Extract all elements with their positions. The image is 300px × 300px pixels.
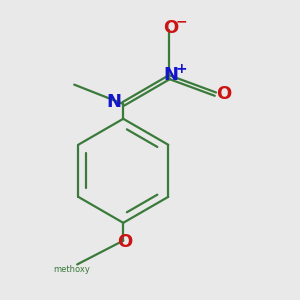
Text: N: N [163,66,178,84]
Text: +: + [176,62,188,76]
Text: O: O [163,20,178,38]
Text: O: O [216,85,231,103]
Text: −: − [176,14,187,28]
Text: N: N [106,93,121,111]
Text: methoxy: methoxy [53,265,90,274]
Text: O: O [117,233,132,251]
